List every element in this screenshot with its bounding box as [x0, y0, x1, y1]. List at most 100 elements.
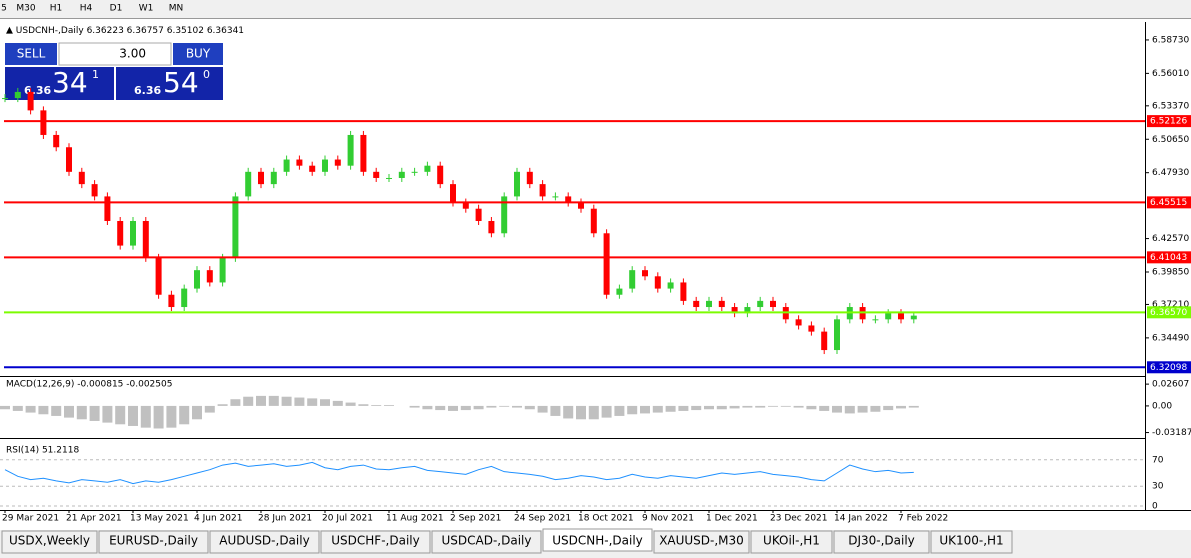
rsi-label: RSI(14) 51.2118 [6, 446, 79, 456]
macd-bar [115, 405, 126, 425]
tab[interactable] [750, 530, 833, 554]
tab[interactable] [431, 530, 542, 554]
candle [437, 165, 444, 185]
candle [78, 171, 85, 185]
macd-bar [281, 396, 292, 406]
lot-input[interactable] [58, 42, 172, 66]
candle [347, 134, 354, 166]
candle [706, 300, 712, 308]
macd-bar [25, 405, 36, 413]
candle [462, 202, 469, 209]
tab[interactable] [930, 530, 1013, 554]
macd-bar [755, 405, 766, 408]
macd-bar [89, 405, 100, 421]
buy-sup: 0 [203, 68, 210, 81]
macd-bar [384, 405, 394, 406]
tab[interactable] [653, 530, 750, 554]
macd-bar [473, 405, 484, 410]
macd-bar [857, 405, 868, 413]
level-label: 6.45515 [1150, 198, 1187, 208]
buy-price[interactable] [116, 67, 223, 100]
macd-bar [268, 395, 279, 406]
level-label: 6.52126 [1150, 117, 1187, 127]
timeframe-button[interactable]: D1 [110, 4, 123, 14]
x-tick-label: 11 Aug 2021 [386, 514, 444, 524]
tab[interactable] [1, 530, 98, 554]
y-tick-label: 70 [1152, 455, 1164, 465]
sell-text: SELL [17, 47, 46, 61]
candle [757, 300, 764, 308]
candle [514, 171, 520, 197]
timeframe-button[interactable]: H4 [80, 4, 93, 14]
candle [283, 159, 290, 172]
macd-bar [76, 405, 87, 420]
candle [450, 184, 456, 203]
x-tick-label: 7 Feb 2022 [898, 514, 948, 524]
candle [744, 307, 751, 314]
macd-bar [12, 405, 23, 411]
tab[interactable] [833, 530, 930, 554]
tab-label: USDX,Weekly [9, 534, 90, 548]
tab[interactable] [542, 528, 653, 552]
candle [206, 270, 213, 283]
candle [91, 184, 98, 197]
macd-bar [345, 402, 356, 406]
macd-bar [832, 405, 842, 413]
y-tick-label: 6.39850 [1152, 268, 1189, 278]
macd-bar [140, 405, 151, 428]
level-tag [1147, 196, 1191, 209]
level-tag [1147, 306, 1191, 319]
macd-bar [640, 405, 650, 414]
timeframe-button[interactable]: M30 [16, 4, 35, 14]
x-tick-label: 29 Mar 2021 [2, 514, 59, 524]
macd-bar [435, 405, 446, 411]
tab-label: UKOil-,H1 [763, 534, 820, 548]
sell-price[interactable] [5, 67, 114, 100]
tab-label: EURUSD-,Daily [109, 534, 198, 548]
macd-bar [294, 397, 305, 406]
candle [245, 171, 252, 197]
tab-label: DJ30-,Daily [848, 534, 915, 548]
macd-bar [742, 405, 753, 408]
macd-bar [0, 405, 10, 410]
y-tick-label: -0.031872 [1152, 428, 1191, 438]
candle [386, 177, 392, 179]
tab[interactable] [98, 530, 209, 554]
candle [488, 220, 495, 234]
sell-button[interactable] [5, 43, 57, 65]
tab[interactable] [209, 530, 320, 554]
candle [53, 134, 60, 148]
macd-bar [332, 400, 343, 406]
candle [398, 171, 405, 178]
level-label: 6.41043 [1150, 253, 1187, 263]
candle [642, 270, 648, 277]
level-label: 6.36570 [1150, 308, 1187, 318]
candle [872, 319, 879, 321]
y-tick-label: 6.50650 [1152, 135, 1189, 145]
macd-bar [678, 405, 689, 411]
timeframe-button[interactable]: W1 [139, 4, 154, 14]
macd-bar [448, 405, 458, 411]
tab[interactable] [320, 530, 431, 554]
macd-bar [704, 405, 714, 410]
candle [795, 319, 802, 326]
candle [296, 159, 303, 166]
buy-button[interactable] [173, 43, 223, 65]
candle [309, 165, 316, 172]
tab-label: UK100-,H1 [939, 534, 1003, 548]
timeframe-button[interactable]: MN [169, 4, 184, 14]
candle [168, 294, 175, 308]
timeframe-button[interactable]: 5 [1, 4, 7, 14]
macd-bar [358, 404, 369, 406]
macd-bar [192, 405, 202, 420]
rsi-line [4, 461, 914, 485]
candle [219, 257, 226, 283]
timeframe-button[interactable]: H1 [50, 4, 63, 14]
buy-big: 54 [163, 66, 199, 99]
candle [526, 171, 533, 185]
level-label: 6.32098 [1150, 363, 1187, 373]
macd-bar [768, 405, 778, 407]
macd-bar [550, 405, 561, 416]
candle [654, 276, 661, 289]
